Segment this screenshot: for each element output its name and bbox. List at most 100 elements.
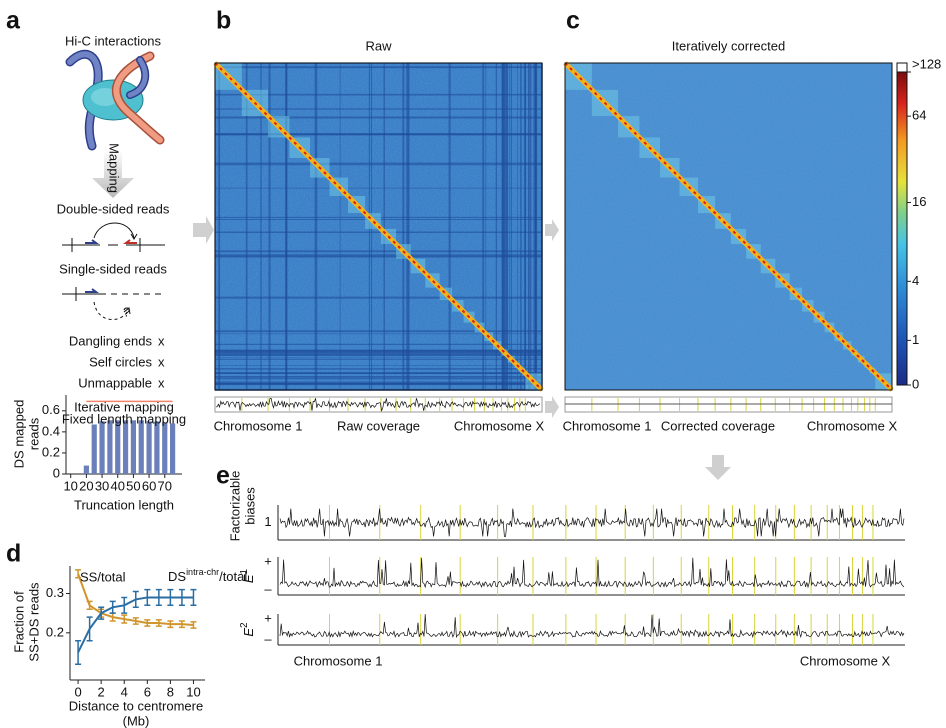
- y-tick-label: 0.4: [42, 423, 60, 438]
- x-tick-label: 8: [167, 684, 174, 699]
- colorbar-tick-label: >128: [912, 56, 941, 71]
- legend-label: Iterative mapping: [74, 399, 174, 414]
- read-diagrams: [62, 222, 165, 320]
- hic-illustration: [65, 49, 165, 151]
- y-tick-label: 0.6: [42, 402, 60, 417]
- y-tick-label: 0.3: [46, 585, 64, 600]
- track-label: E2: [239, 622, 257, 637]
- panel-label: b: [216, 7, 231, 35]
- bar: [162, 422, 168, 474]
- y-axis-label: SS+DS reads: [26, 582, 41, 662]
- y-axis-label: DS mapped: [11, 400, 26, 469]
- x-axis-label: (Mb): [123, 713, 150, 728]
- error-bar: [155, 588, 162, 607]
- filter-label: Unmappable: [78, 375, 152, 390]
- track-label-superscript: 2: [239, 622, 250, 628]
- error-bar: [86, 600, 93, 610]
- colorbar-cap: [896, 62, 908, 73]
- x-tick-label: 0: [74, 684, 81, 699]
- filter-mark: x: [158, 333, 165, 348]
- panel-label: a: [6, 7, 21, 35]
- error-bar: [121, 614, 128, 624]
- track-sign: +: [264, 610, 272, 625]
- error-bar: [190, 621, 197, 629]
- flow-arrow: [193, 216, 214, 244]
- read-type: Single-sided reads: [59, 261, 167, 276]
- heatmap: [563, 61, 894, 392]
- x-tick-label: 10: [186, 684, 200, 699]
- diagonal: [564, 62, 893, 391]
- panel-label: d: [6, 540, 21, 568]
- track-sign: +: [264, 553, 272, 568]
- coverage-frame: [214, 396, 543, 413]
- track-label: E1: [239, 568, 257, 583]
- track-footer: Chromosome X: [800, 653, 891, 668]
- heatmap-title: Iteratively corrected: [672, 38, 785, 53]
- panel-label: c: [566, 7, 580, 35]
- x-tick-label: 6: [144, 684, 151, 699]
- x-axis-label: Distance to centromere: [69, 698, 203, 713]
- filter-label: Dangling ends: [69, 333, 153, 348]
- track-sign: –: [264, 581, 272, 596]
- x-tick-label: 4: [121, 684, 128, 699]
- colorbar-tick-label: 1: [912, 332, 919, 347]
- legend-label: SS/total: [80, 569, 126, 584]
- error-bar: [98, 606, 105, 620]
- flow-arrow: [545, 219, 559, 241]
- x-tick-label: 10: [63, 478, 77, 493]
- bar: [115, 420, 121, 474]
- y-axis-label: Fraction of: [11, 591, 26, 653]
- track-footer: Chromosome 1: [294, 653, 383, 668]
- filter-mark: x: [158, 375, 165, 390]
- coverage-label: Chromosome X: [454, 418, 545, 433]
- bar: [138, 420, 144, 474]
- error-bar: [190, 588, 197, 607]
- error-bar: [167, 588, 174, 607]
- error-bar: [86, 616, 93, 642]
- x-tick-label: 30: [95, 478, 109, 493]
- flow-arrow: [545, 396, 559, 418]
- track-label: 1: [264, 514, 271, 529]
- heatmap: [213, 61, 544, 392]
- bar: [99, 421, 105, 474]
- colorbar-tick-label: 0: [912, 376, 919, 391]
- x-tick-label: 50: [126, 478, 140, 493]
- flow-arrow: [705, 455, 731, 480]
- x-tick-label: 2: [98, 684, 105, 699]
- track-sign: –: [264, 631, 272, 646]
- error-bar: [155, 619, 162, 627]
- colorbar-tick-label: 16: [912, 194, 926, 209]
- legend-part: /total: [219, 569, 247, 584]
- coverage-label: Raw coverage: [337, 418, 420, 433]
- coverage-label: Corrected coverage: [661, 418, 775, 433]
- error-bar: [178, 588, 185, 607]
- bias-trace: [279, 508, 905, 537]
- heatmap-frame: [564, 62, 893, 391]
- coverage-trace: [215, 397, 541, 413]
- x-tick-label: 60: [142, 478, 156, 493]
- bar: [107, 420, 113, 474]
- track-axis-label: Factorizable: [227, 471, 242, 542]
- bar: [130, 420, 137, 474]
- bar: [169, 423, 176, 474]
- track-axis-label: biases: [242, 487, 257, 525]
- heatmap-frame: [214, 62, 543, 391]
- filter-label: Self circles: [89, 354, 152, 369]
- panel-label: e: [216, 462, 230, 490]
- coverage-label: Chromosome 1: [214, 418, 303, 433]
- bar: [91, 424, 97, 474]
- track-label-part: E: [241, 628, 256, 637]
- coverage-label: Chromosome X: [807, 418, 898, 433]
- colorbar-tick-label: 4: [912, 273, 919, 288]
- error-bar: [132, 617, 139, 625]
- x-tick-label: 70: [158, 478, 172, 493]
- y-tick-label: 0.2: [46, 624, 64, 639]
- diagonal: [214, 62, 543, 391]
- legend-superscript: intra-chr: [186, 567, 219, 577]
- arrow-label: Mapping: [107, 143, 122, 193]
- track-label-part: E: [241, 574, 256, 583]
- schematic-title: Hi-C interactions: [65, 33, 162, 48]
- error-bar: [167, 620, 174, 629]
- x-axis-label: Truncation length: [74, 497, 174, 512]
- legend-label: DSintra-chr/total: [168, 567, 247, 584]
